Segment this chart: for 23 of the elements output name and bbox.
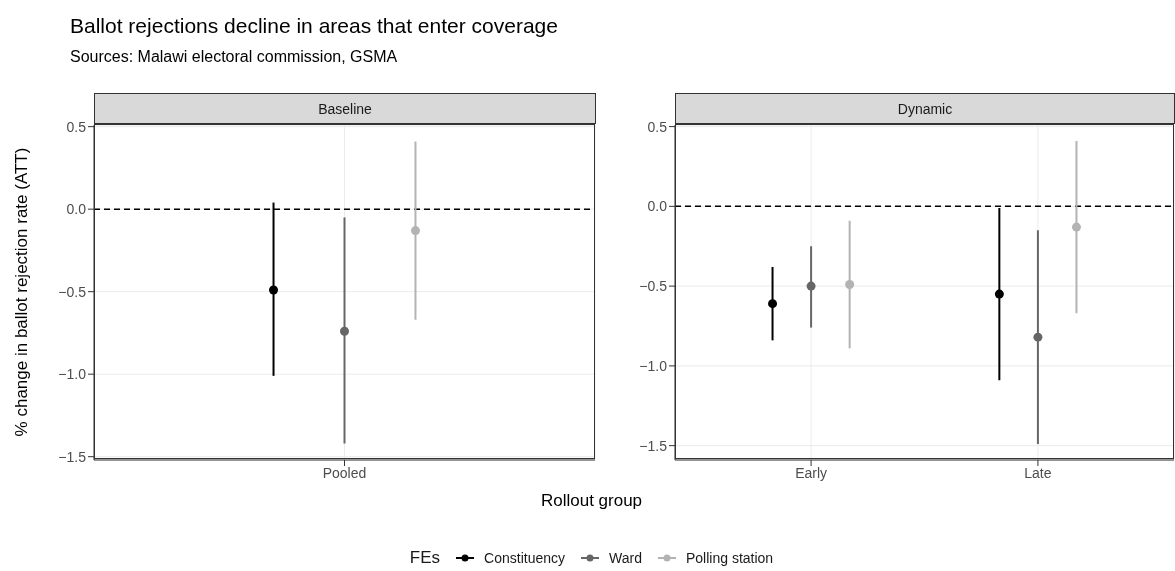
y-tick-label: 0.5 [647, 118, 668, 135]
legend-label: Ward [609, 550, 642, 566]
y-tick-label: −0.5 [58, 283, 87, 300]
x-tick-label: Late [1024, 464, 1052, 481]
y-tick-label: −1.5 [58, 448, 87, 465]
legend-title: FEs [409, 548, 441, 568]
source-note: Sources: Malawi electoral commission, GSMA [70, 48, 398, 66]
chart-title: Ballot rejections decline in areas that enter coverage [70, 14, 558, 38]
y-tick-label: −1.5 [639, 437, 668, 454]
y-tick-label: 0.0 [647, 198, 668, 215]
y-tick-label: 0.0 [66, 201, 87, 218]
legend-label: Constituency [484, 550, 566, 566]
chart-subtitle: Dynamic [675, 93, 1175, 124]
y-tick-label: −1.0 [639, 357, 668, 374]
y-tick-label: 0.5 [66, 118, 87, 135]
y-axis-title: % change in ballot rejection rate (ATT) [12, 147, 32, 437]
chart-subtitle: Baseline [94, 93, 596, 124]
legend-label: Polling station [685, 550, 774, 566]
x-tick-label: Pooled [322, 464, 367, 481]
x-axis-title: Rollout group [539, 491, 644, 511]
y-tick-label: −0.5 [639, 278, 668, 295]
y-tick-label: −1.0 [58, 366, 87, 383]
x-tick-label: Early [795, 464, 828, 481]
